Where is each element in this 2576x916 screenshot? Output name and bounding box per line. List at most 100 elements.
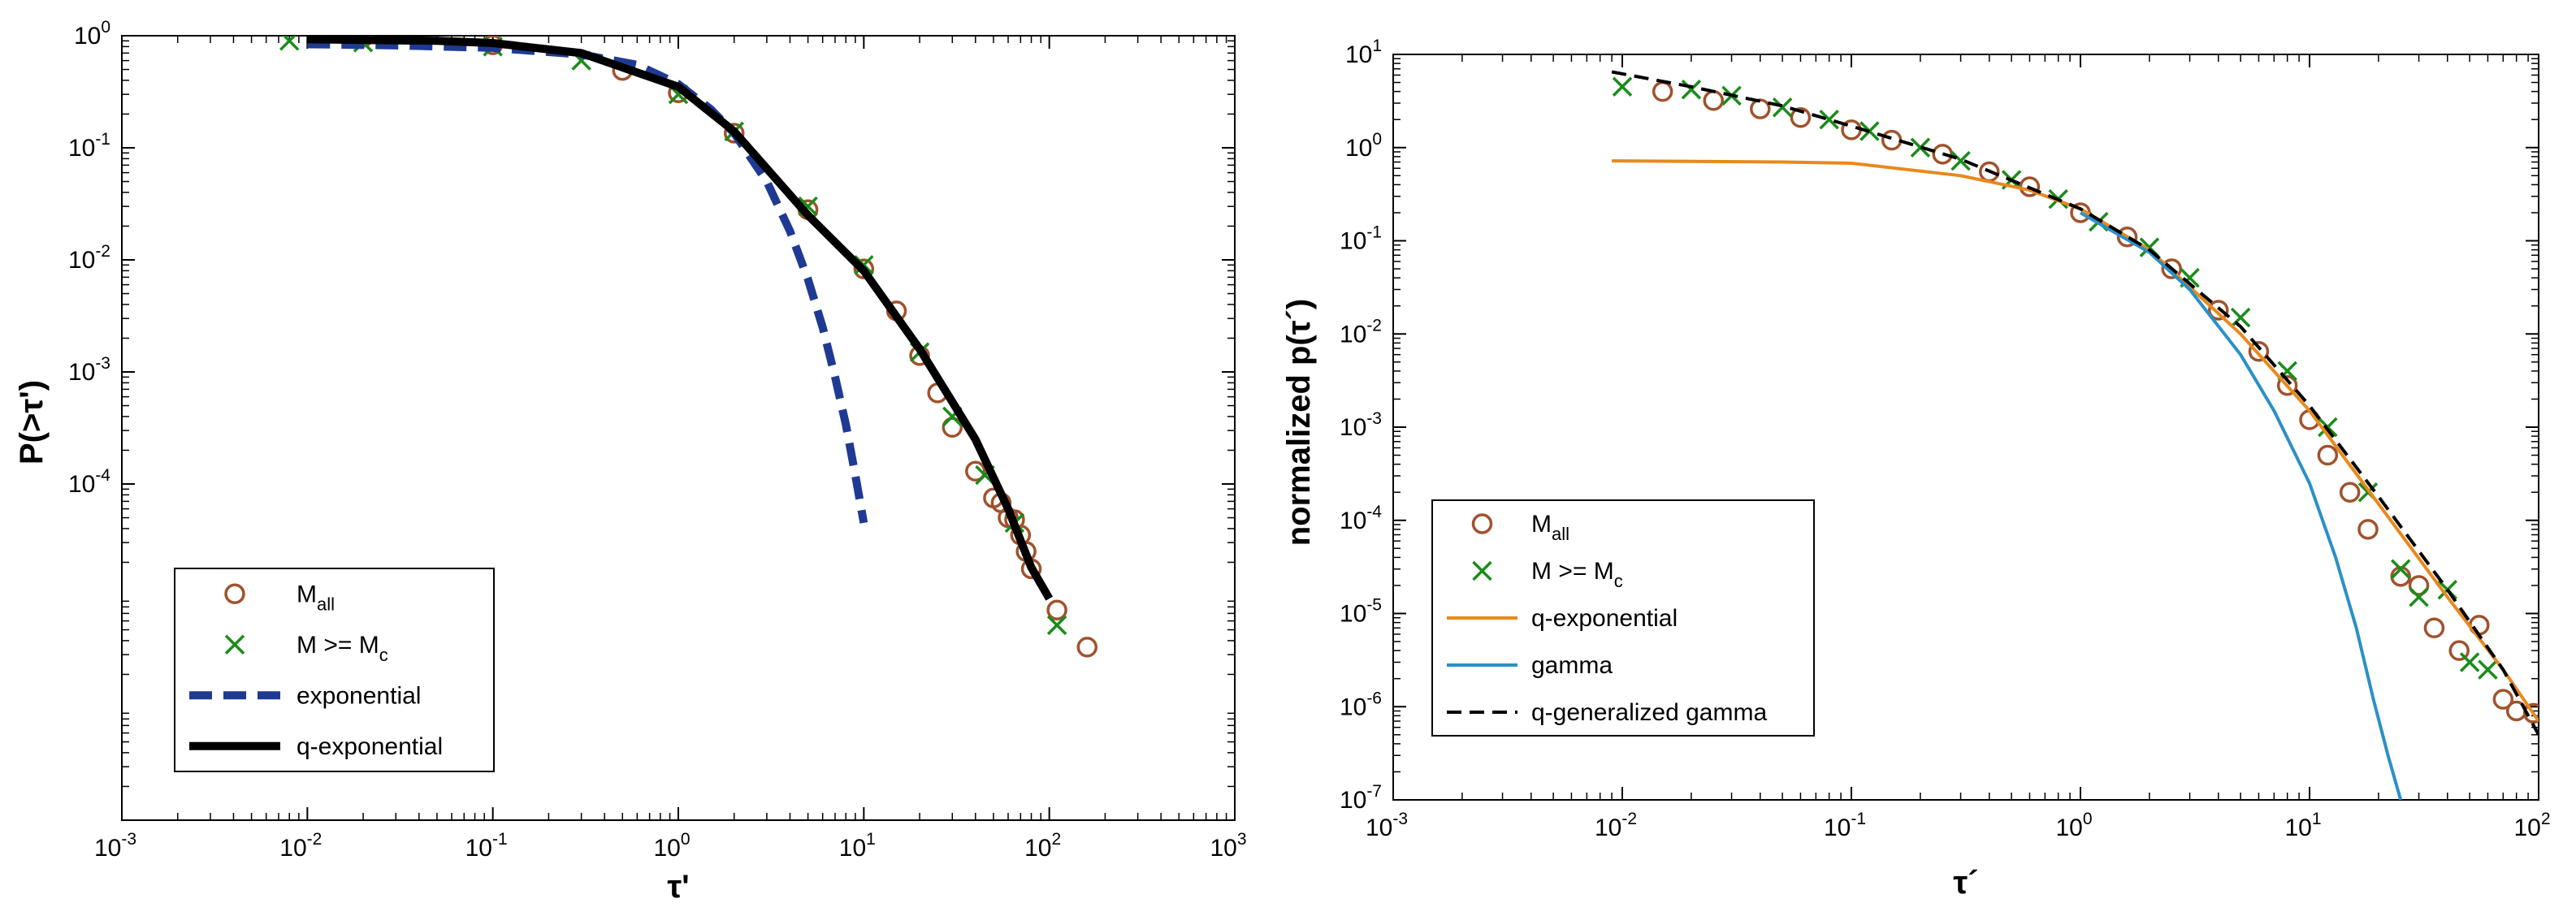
y-tick-base: 10 [68,471,95,498]
legend-marker-m-all [1471,513,1493,534]
y-tick-label: 100 [74,18,110,50]
x-tick-exp: -3 [1392,810,1408,828]
data-point-m-m-c [1681,79,1702,100]
data-point-m-all [2522,702,2539,724]
legend-label-text: M >= M [1531,558,1614,585]
data-point-m-all [965,460,986,482]
data-point-m-m-c [854,255,874,275]
legend-label-subscript: all [1552,524,1569,544]
legend-label-subscript: c [1614,571,1623,591]
y-tick-label: 100 [1345,130,1382,162]
data-point-m-all [2276,374,2298,396]
data-point-m-m-c [279,36,300,51]
y-axis-label: normalized p(τ´) [1281,299,1317,547]
y-tick-base: 10 [1345,41,1372,68]
legend-label: Mall [1531,511,1569,544]
series-line-gamma [2080,211,2403,800]
x-tick-base: 10 [1210,835,1236,862]
data-point-m-all [2116,227,2138,248]
legend-marker-m-all [224,583,245,604]
series-layer [1611,70,2539,800]
x-tick-exp: 2 [2541,810,2551,828]
chart-survival-probability: 10-3 10-2 10-1 100 101 102 10310-410-310-210-1… [14,18,1247,905]
data-point-m-all [2339,482,2361,503]
legend-label-text: q-generalized gamma [1531,699,1767,726]
legend-label: M >= Mc [1531,558,1623,591]
x-tick-base: 10 [839,835,866,862]
x-tick-label: 10-1 [1824,810,1866,841]
y-tick-exp: -3 [1366,409,1382,428]
y-tick-base: 10 [68,359,95,386]
legend-label: M >= Mc [297,632,388,665]
y-tick-exp: -2 [95,242,110,261]
x-tick-label: 100 [653,830,690,862]
y-tick-exp: -4 [1366,503,1382,521]
data-point-m-all [2317,444,2339,466]
y-tick-label: 10-2 [1340,316,1382,348]
data-point-m-m-c [2478,659,2498,680]
series-line-exponential [307,40,868,524]
data-point-m-m-c [1046,615,1067,636]
legend: Mall M >= Mc exponential q-exponential [174,568,495,772]
x-tick-base: 10 [279,835,306,862]
data-point-m-m-c [1910,137,1931,158]
y-tick-label: 10-5 [1340,596,1382,628]
legend-label: q-generalized gamma [1531,699,1767,726]
x-tick-base: 10 [2513,814,2540,841]
data-point-m-m-c [2409,587,2429,607]
y-tick-base: 10 [1340,787,1366,814]
x-tick-label: 10-2 [279,830,322,862]
data-point-m-m-c [2459,652,2480,672]
data-point-m-all [2357,519,2379,540]
y-axis-label: P(>τ') [14,380,50,464]
y-tick-exp: -1 [1366,223,1382,242]
y-tick-base: 10 [68,135,95,162]
series-layer [279,36,1098,658]
data-point-m-all [1790,107,1812,128]
legend-label-text: M [1531,511,1552,538]
x-tick-label: 100 [2055,810,2092,841]
data-point-m-all [723,123,745,144]
y-tick-base: 10 [1345,135,1372,162]
x-tick-label: 10-2 [1595,810,1637,841]
data-point-m-all [1046,599,1067,620]
y-tick-exp: -6 [1366,689,1382,707]
y-tick-base: 10 [1340,693,1366,720]
x-tick-base: 10 [2055,814,2082,841]
x-axis-label: τ' [667,869,689,905]
y-tick-label: 10-2 [68,242,110,274]
x-tick-exp: 2 [1052,830,1062,849]
y-tick-exp: -2 [1366,316,1382,335]
data-point-m-m-c [2390,559,2411,579]
legend-label-text: exponential [297,682,421,709]
x-tick-label: 101 [2284,810,2321,841]
x-tick-label: 102 [2513,810,2550,841]
y-tick-base: 10 [1340,321,1366,348]
x-tick-base: 10 [1366,814,1392,841]
x-tick-exp: 3 [1237,830,1247,849]
x-tick-exp: -1 [1851,810,1866,828]
y-tick-base: 10 [1340,601,1366,628]
legend-label: q-exponential [297,733,443,760]
y-tick-label: 10-6 [1340,689,1382,720]
y-tick-exp: 0 [1372,130,1382,149]
legend-marker-m-m-c [224,634,245,655]
legend-label-text: q-exponential [1531,605,1678,632]
x-tick-label: 10-1 [465,830,508,862]
x-tick-exp: -2 [307,830,323,849]
y-tick-base: 10 [74,23,101,50]
legend-label-text: M >= M [297,632,379,659]
data-point-m-all [853,258,875,279]
data-point-m-m-c [1772,97,1793,118]
series-line-q-exponential [307,36,1054,601]
y-tick-label: 10-7 [1340,782,1382,814]
data-point-m-all [2492,689,2514,710]
legend-label: Mall [297,581,335,614]
x-tick-base: 10 [653,835,680,862]
data-point-m-m-c [1819,109,1839,130]
legend-label-text: gamma [1531,652,1613,679]
chart-normalized-density: 10-3 10-2 10-1 100 101 10210-710-610-510-410-… [1281,37,2551,901]
data-point-m-all [1076,637,1098,658]
x-tick-base: 10 [1024,835,1051,862]
y-tick-label: 10-1 [1340,223,1382,255]
